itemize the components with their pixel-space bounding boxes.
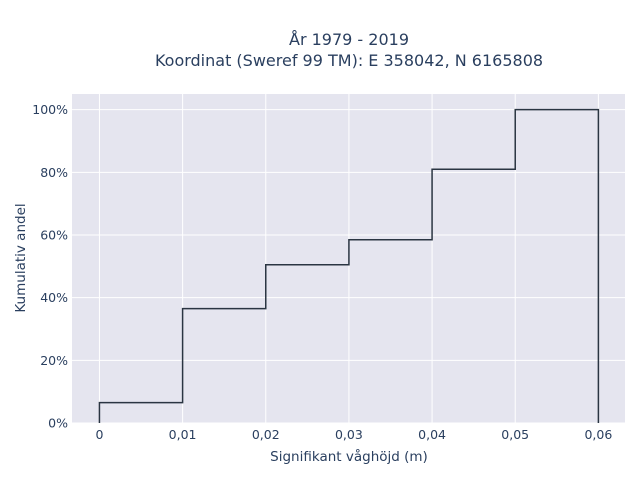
x-tick-label: 0,04 bbox=[418, 427, 446, 442]
x-axis-ticks: 0 0,01 0,02 0,03 0,04 0,05 0,06 bbox=[95, 427, 612, 442]
y-tick-label: 100% bbox=[32, 102, 68, 117]
x-tick-label: 0,02 bbox=[252, 427, 280, 442]
x-tick-label: 0,01 bbox=[169, 427, 197, 442]
y-tick-label: 80% bbox=[40, 165, 68, 180]
step-series bbox=[98, 108, 600, 423]
y-tick-label: 40% bbox=[40, 290, 68, 305]
cumulative-step-line bbox=[98, 108, 600, 423]
y-tick-label: 60% bbox=[40, 228, 68, 243]
x-tick-label: 0,05 bbox=[501, 427, 529, 442]
x-axis-label: Signifikant våghöjd (m) bbox=[270, 448, 428, 465]
y-gridlines bbox=[72, 109, 625, 424]
y-tick-label: 20% bbox=[40, 353, 68, 368]
y-tick-label: 0% bbox=[48, 416, 68, 431]
chart-subtitle: Koordinat (Sweref 99 TM): E 358042, N 61… bbox=[155, 51, 543, 70]
y-axis-ticks: 0% 20% 40% 60% 80% 100% bbox=[32, 102, 68, 430]
chart-title: År 1979 - 2019 bbox=[289, 30, 409, 49]
x-tick-label: 0 bbox=[95, 427, 103, 442]
x-tick-label: 0,03 bbox=[335, 427, 363, 442]
x-tick-label: 0,06 bbox=[584, 427, 612, 442]
y-axis-label: Kumulativ andel bbox=[13, 203, 29, 312]
